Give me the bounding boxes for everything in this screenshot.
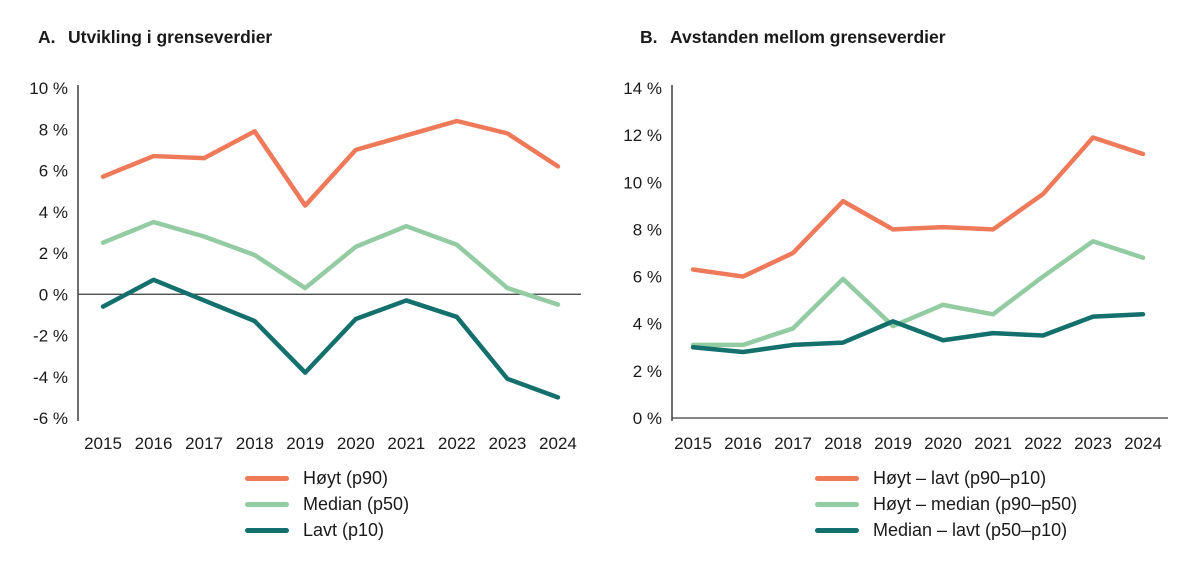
x-tick-label: 2023: [488, 434, 526, 453]
legend-label: Lavt (p10): [303, 520, 385, 540]
legend-label: Høyt – median (p90–p50): [873, 494, 1078, 514]
y-tick-label: 6 %: [39, 162, 68, 181]
legend-item: Høyt – median (p90–p50): [815, 494, 1077, 515]
x-tick-label: 2019: [286, 434, 324, 453]
legend-item: Lavt (p10): [245, 520, 409, 541]
x-tick-label: 2020: [337, 434, 375, 453]
y-tick-label: -6 %: [33, 409, 68, 428]
legend-label: Median (p50): [303, 494, 410, 514]
x-tick-label: 2024: [539, 434, 577, 453]
x-tick-label: 2022: [438, 434, 476, 453]
series-line: [690, 238, 1146, 348]
y-tick-label: 6 %: [633, 268, 662, 287]
panel-a-title: A. Utvikling i grenseverdier: [38, 27, 272, 48]
y-tick-label: 0 %: [39, 285, 68, 304]
y-tick-label: 10 %: [623, 173, 662, 192]
y-tick-label: 8 %: [633, 220, 662, 239]
legend-item: Høyt (p90): [245, 468, 409, 489]
panel-a-title-text: Utvikling i grenseverdier: [68, 27, 273, 47]
legend-item: Median (p50): [245, 494, 409, 515]
legend-b: Høyt – lavt (p90–p10) Høyt – median (p90…: [815, 468, 1077, 541]
x-tick-label: 2018: [824, 434, 862, 453]
y-tick-label: 0 %: [633, 409, 662, 428]
x-tick-label: 2020: [924, 434, 962, 453]
legend-swatch-hoyt-lavt-icon: [815, 476, 859, 481]
x-tick-label: 2015: [674, 434, 712, 453]
legend-swatch-hoyt-icon: [245, 476, 289, 481]
legend-swatch-median-lavt-icon: [815, 528, 859, 533]
legend-swatch-lavt-icon: [245, 528, 289, 533]
y-tick-label: 8 %: [39, 120, 68, 139]
x-tick-label: 2019: [874, 434, 912, 453]
x-tick-label: 2021: [387, 434, 425, 453]
x-tick-label: 2016: [135, 434, 173, 453]
chart-a-plot: 10 % 8 % 6 % 4 % 2 % 0 % -2 % -4 % -6 % 2015 2016 2…: [29, 79, 581, 453]
y-tick-label: 10 %: [29, 79, 68, 98]
legend-swatch-hoyt-median-icon: [815, 502, 859, 507]
x-tick-label: 2024: [1124, 434, 1162, 453]
legend-a: Høyt (p90) Median (p50) Lavt (p10): [245, 468, 409, 541]
y-tick-label: 2 %: [39, 244, 68, 263]
x-tick-label: 2022: [1024, 434, 1062, 453]
legend-label: Median – lavt (p50–p10): [873, 520, 1068, 540]
panel-b-title: B. Avstanden mellom grenseverdier: [640, 27, 946, 48]
legend-label: Høyt (p90): [303, 468, 389, 488]
y-tick-label: -2 %: [33, 327, 68, 346]
panel-b-label: B.: [640, 27, 658, 47]
legend-item: Median – lavt (p50–p10): [815, 520, 1077, 541]
legend-swatch-median-icon: [245, 502, 289, 507]
series-line: [690, 312, 1146, 355]
x-tick-label: 2016: [724, 434, 762, 453]
legend-item: Høyt – lavt (p90–p10): [815, 468, 1077, 489]
y-tick-label: 12 %: [623, 126, 662, 145]
series-line: [100, 219, 561, 307]
x-tick-label: 2021: [974, 434, 1012, 453]
series-line: [690, 135, 1146, 279]
x-tick-label: 2015: [84, 434, 122, 453]
panel-a-label: A.: [38, 27, 56, 47]
x-tick-label: 2023: [1074, 434, 1112, 453]
series-line: [100, 277, 561, 400]
legend-label: Høyt – lavt (p90–p10): [873, 468, 1047, 488]
panel-b-title-text: Avstanden mellom grenseverdier: [670, 27, 946, 47]
y-tick-label: 2 %: [633, 362, 662, 381]
y-tick-label: 4 %: [633, 315, 662, 334]
y-tick-label: -4 %: [33, 368, 68, 387]
chart-b-plot: 14 % 12 % 10 % 8 % 6 % 4 % 2 % 0 % 2015 2016 2017 2…: [623, 79, 1168, 453]
series-line: [100, 118, 561, 208]
y-tick-label: 14 %: [623, 79, 662, 98]
x-tick-label: 2017: [774, 434, 812, 453]
x-tick-label: 2017: [185, 434, 223, 453]
y-tick-label: 4 %: [39, 203, 68, 222]
x-tick-label: 2018: [236, 434, 274, 453]
